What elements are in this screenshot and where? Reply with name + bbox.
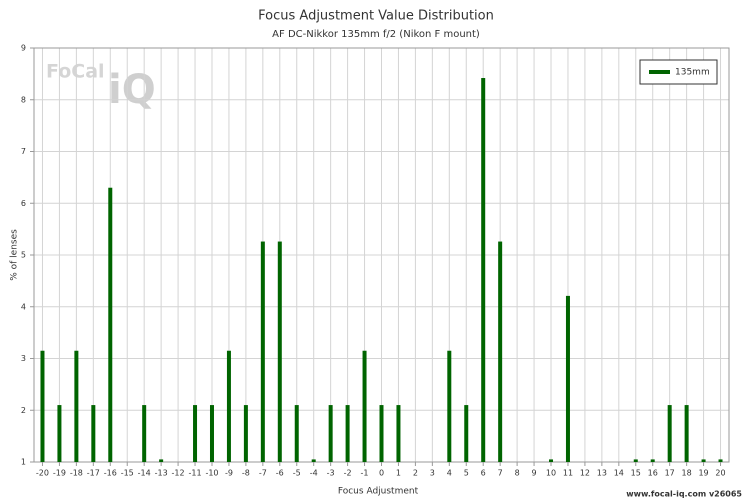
bar	[91, 405, 96, 462]
x-tick-label: 11	[563, 469, 573, 478]
y-tick-label: 5	[21, 251, 26, 260]
x-tick-label: 13	[597, 469, 607, 478]
bar	[209, 405, 214, 462]
bar	[159, 459, 164, 462]
x-tick-label: -19	[53, 469, 66, 478]
x-tick-label: -9	[225, 469, 233, 478]
bar	[57, 405, 62, 462]
x-tick-label: 8	[515, 469, 520, 478]
x-tick-label: -6	[276, 469, 284, 478]
chart-title: Focus Adjustment Value Distribution	[258, 9, 494, 24]
x-tick-label: 12	[580, 469, 590, 478]
x-tick-label: 19	[698, 469, 708, 478]
bar	[193, 405, 198, 462]
bar	[718, 459, 723, 462]
bar	[396, 405, 401, 462]
x-tick-label: 16	[648, 469, 658, 478]
x-tick-label: -16	[104, 469, 117, 478]
x-tick-label: -11	[188, 469, 201, 478]
x-tick-label: 0	[379, 469, 384, 478]
bar	[311, 459, 316, 462]
bar	[565, 295, 570, 462]
bar	[142, 405, 147, 462]
bar	[328, 405, 333, 462]
bar	[498, 241, 503, 462]
x-tick-label: 17	[665, 469, 675, 478]
x-tick-label: -20	[36, 469, 49, 478]
bar	[243, 405, 248, 462]
y-tick-label: 7	[21, 147, 26, 156]
chart-subtitle: AF DC-Nikkor 135mm f/2 (Nikon F mount)	[272, 29, 480, 40]
bar	[260, 241, 265, 462]
x-tick-label: -18	[70, 469, 83, 478]
bar	[74, 350, 79, 462]
bar	[277, 241, 282, 462]
x-tick-label: 5	[464, 469, 469, 478]
bar	[345, 405, 350, 462]
watermark-mark: iQ	[108, 67, 156, 113]
bar	[667, 405, 672, 462]
bar	[362, 350, 367, 462]
x-tick-label: -4	[310, 469, 318, 478]
x-tick-label: -2	[344, 469, 352, 478]
x-tick-label: -17	[87, 469, 100, 478]
x-tick-label: -5	[293, 469, 301, 478]
x-tick-label: 9	[532, 469, 537, 478]
x-tick-label: -14	[138, 469, 151, 478]
x-tick-label: 4	[447, 469, 452, 478]
bar	[464, 405, 469, 462]
bar	[294, 405, 299, 462]
x-tick-label: 1	[396, 469, 401, 478]
x-tick-label: -15	[121, 469, 134, 478]
legend-label: 135mm	[675, 68, 710, 78]
x-tick-label: 20	[715, 469, 725, 478]
x-tick-label: -3	[327, 469, 335, 478]
x-tick-label: -8	[242, 469, 250, 478]
bar	[447, 350, 452, 462]
bar	[549, 459, 554, 462]
bar	[633, 459, 638, 462]
y-tick-label: 2	[21, 406, 26, 415]
bar	[481, 78, 486, 462]
y-tick-label: 8	[21, 95, 26, 104]
legend-box	[639, 59, 718, 85]
watermark: FoCal iQ	[46, 61, 156, 114]
x-tick-label: 18	[682, 469, 692, 478]
x-tick-label: -1	[361, 469, 369, 478]
bar	[379, 405, 384, 462]
y-tick-label: 3	[21, 354, 26, 363]
y-axis-label: % of lenses	[10, 229, 20, 281]
x-tick-label: -12	[172, 469, 185, 478]
x-tick-label: 15	[631, 469, 641, 478]
x-tick-label: 14	[614, 469, 624, 478]
bar	[684, 405, 689, 462]
y-tick-label: 1	[21, 458, 26, 467]
bar	[650, 459, 655, 462]
x-tick-label: -10	[205, 469, 218, 478]
x-axis-label: Focus Adjustment	[338, 487, 419, 497]
x-tick-label: 2	[413, 469, 418, 478]
x-tick-label: 3	[430, 469, 435, 478]
y-tick-label: 4	[21, 302, 26, 311]
x-tick-label: 6	[481, 469, 486, 478]
bar	[701, 459, 706, 462]
footer: www.focal-iq.com v26065	[626, 490, 742, 499]
legend: 135mm	[639, 59, 718, 85]
y-tick-label: 6	[21, 199, 26, 208]
x-tick-label: -7	[259, 469, 267, 478]
bar	[40, 350, 45, 462]
bar	[108, 187, 113, 462]
bar	[226, 350, 231, 462]
watermark-brand: FoCal	[46, 61, 105, 83]
x-tick-label: 7	[498, 469, 503, 478]
y-tick-label: 9	[21, 44, 26, 53]
x-tick-label: -13	[155, 469, 168, 478]
x-tick-label: 10	[546, 469, 556, 478]
